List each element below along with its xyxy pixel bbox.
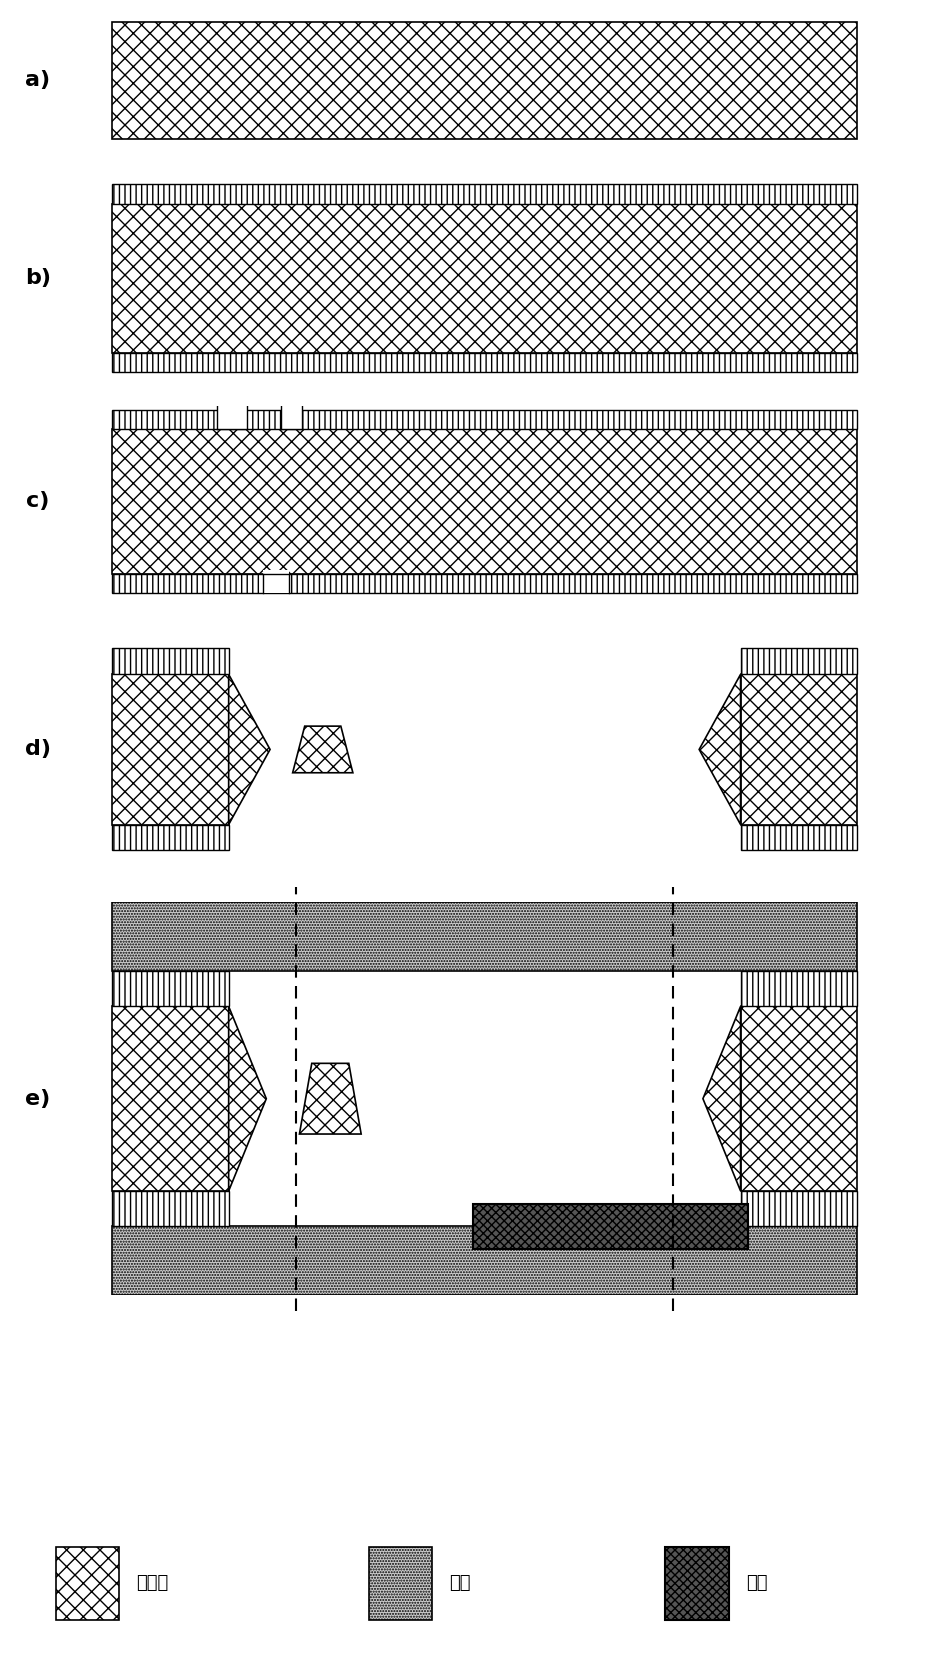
Bar [665, 1547, 729, 1621]
Bar [473, 1205, 748, 1248]
Text: 单晶硅: 单晶硅 [136, 1574, 168, 1592]
Bar [112, 184, 857, 204]
Bar [741, 824, 857, 851]
Bar [112, 971, 229, 1006]
Text: b): b) [24, 269, 51, 287]
Bar [281, 406, 302, 429]
Polygon shape [229, 1006, 266, 1191]
Bar [112, 204, 857, 353]
Bar [741, 1006, 857, 1191]
Polygon shape [703, 1006, 741, 1191]
Bar [56, 1547, 119, 1621]
Bar [112, 675, 229, 824]
Bar [217, 406, 247, 429]
Bar [112, 409, 857, 429]
Bar [112, 1191, 229, 1227]
Bar [369, 1547, 432, 1621]
Bar [112, 573, 857, 593]
Bar [112, 902, 857, 971]
Bar [112, 648, 229, 675]
Bar [112, 1227, 857, 1295]
Bar [112, 429, 857, 573]
Bar [112, 824, 229, 851]
Polygon shape [299, 1063, 361, 1135]
Text: e): e) [25, 1089, 50, 1108]
Text: 玻璃: 玻璃 [450, 1574, 470, 1592]
Bar [263, 570, 289, 593]
Bar [741, 675, 857, 824]
Bar [112, 1006, 229, 1191]
Polygon shape [293, 727, 353, 772]
Bar [741, 1191, 857, 1227]
Text: 铂金: 铂金 [745, 1574, 767, 1592]
Bar [741, 648, 857, 675]
Bar [741, 971, 857, 1006]
Bar [112, 353, 857, 373]
Text: c): c) [26, 491, 49, 511]
Polygon shape [229, 675, 270, 824]
Text: d): d) [24, 740, 51, 759]
Polygon shape [699, 675, 741, 824]
Text: a): a) [25, 70, 50, 90]
